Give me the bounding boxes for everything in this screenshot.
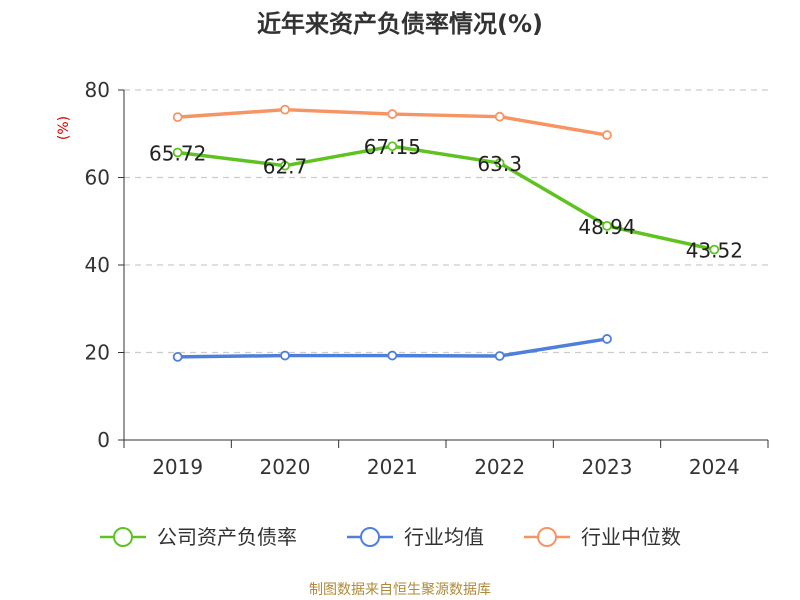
series-lines xyxy=(172,104,720,362)
data-point xyxy=(709,244,720,255)
x-tick-label: 2022 xyxy=(474,455,525,479)
y-tick-label: 0 xyxy=(97,428,110,452)
x-tick-label: 2023 xyxy=(582,455,633,479)
data-point xyxy=(494,158,505,168)
data-point xyxy=(172,147,183,158)
legend: 公司资产负债率 行业均值 行业中位数 xyxy=(100,525,681,549)
legend-marker xyxy=(360,527,380,547)
data-label: 62.7 xyxy=(263,155,308,179)
data-point xyxy=(280,160,290,171)
source-note: 制图数据来自恒生聚源数据库 xyxy=(309,582,491,598)
data-point xyxy=(387,350,398,361)
y-tick-label: 40 xyxy=(85,253,110,277)
data-label: 67.15 xyxy=(364,135,421,159)
x-tick-label: 2019 xyxy=(152,455,203,479)
data-point xyxy=(387,109,398,119)
data-point xyxy=(387,141,398,152)
axes: 0 20 40 60 80 2019 2020 2021 2022 2023 2024 xyxy=(85,78,769,479)
legend-marker xyxy=(537,527,557,547)
x-tick-label: 2024 xyxy=(689,455,740,479)
legend-label: 行业中位数 xyxy=(581,525,681,549)
data-point xyxy=(494,111,505,122)
data-point xyxy=(602,334,612,344)
y-axis-unit-label: (%) xyxy=(56,116,72,140)
data-labels: 65.72 62.7 67.15 63.3 48.94 43.52 xyxy=(149,135,743,262)
y-tick-label: 80 xyxy=(85,78,110,102)
legend-marker xyxy=(113,527,133,547)
data-point xyxy=(602,220,612,231)
data-point xyxy=(172,112,183,123)
series-line xyxy=(175,144,717,252)
legend-label: 行业均值 xyxy=(404,525,484,549)
data-label: 65.72 xyxy=(149,141,206,165)
data-point xyxy=(280,104,290,115)
grid-lines xyxy=(124,89,768,354)
data-point xyxy=(494,351,505,361)
data-label: 43.52 xyxy=(686,239,743,263)
chart-title: 近年来资产负债率情况(%) xyxy=(257,10,543,38)
data-label: 48.94 xyxy=(578,215,635,239)
x-tick-label: 2020 xyxy=(260,455,311,479)
data-point xyxy=(172,351,183,362)
y-tick-label: 60 xyxy=(85,166,110,190)
x-tick-label: 2021 xyxy=(367,455,418,479)
data-point xyxy=(602,130,612,140)
legend-label: 公司资产负债率 xyxy=(157,525,297,549)
data-point xyxy=(280,350,290,361)
y-tick-label: 20 xyxy=(85,341,110,365)
data-label: 63.3 xyxy=(477,152,522,176)
